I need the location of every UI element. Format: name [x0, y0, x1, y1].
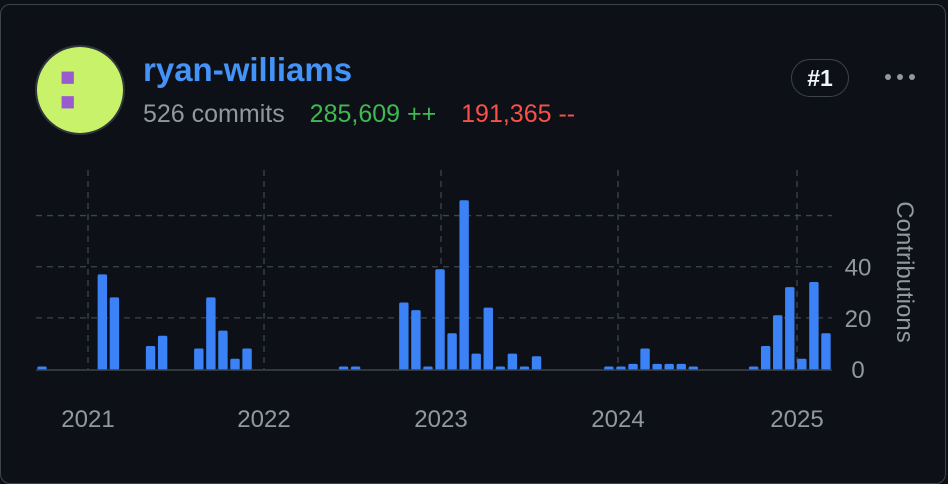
chart-bar	[157, 335, 168, 370]
rank-badge: #1	[791, 59, 849, 97]
chart-bar	[218, 330, 228, 370]
chart-bar	[37, 366, 47, 370]
x-tick-label: 2022	[237, 406, 290, 433]
x-tick-label: 2021	[61, 406, 114, 433]
chart-bar	[242, 348, 252, 370]
chart-bar	[194, 348, 204, 370]
chart-bar	[435, 269, 445, 370]
chart-bar	[483, 307, 493, 370]
y-axis-label: Contributions	[891, 201, 918, 342]
chart-bar	[519, 366, 530, 370]
chart-bar	[760, 345, 771, 370]
chart-bar	[459, 200, 469, 370]
x-tick-label: 2023	[414, 406, 467, 433]
chart-bar	[399, 302, 409, 370]
chart-bar	[423, 366, 433, 370]
stats-line: 526 commits 285,609 ++ 191,365 --	[143, 100, 575, 129]
chart-bar	[785, 287, 795, 370]
chart-bar	[230, 358, 240, 370]
chart-bar	[495, 366, 506, 370]
contributor-card: ryan-williams 526 commits 285,609 ++ 191…	[0, 4, 946, 484]
chart-bar	[821, 333, 831, 370]
contributions-chart: 0 20 40 Contributions 2021 2022 2023 2024 2025	[36, 170, 918, 433]
chart-bar	[507, 353, 518, 370]
chart-bar	[748, 366, 759, 370]
chart-bar	[145, 345, 156, 370]
chart-bar	[664, 363, 674, 370]
chart-bar	[411, 310, 421, 370]
x-tick-label: 2024	[591, 406, 644, 433]
chart-bar	[531, 356, 542, 370]
deletions-count: 191,365 --	[461, 100, 576, 128]
chart-bar	[109, 297, 120, 370]
chart-bar	[350, 366, 361, 370]
chart-bar	[676, 363, 686, 370]
commit-count: 526 commits	[143, 100, 285, 128]
y-tick-label: 0	[851, 357, 864, 384]
avatar[interactable]	[35, 45, 125, 135]
y-tick-label: 20	[845, 306, 872, 333]
chart-bar	[338, 366, 349, 370]
chart-bar	[628, 363, 638, 370]
chart-bar	[447, 333, 457, 370]
additions-count: 285,609 ++	[309, 100, 437, 128]
chart-bar	[206, 297, 216, 370]
x-tick-label: 2025	[770, 406, 823, 433]
chart-bar	[471, 353, 481, 370]
chart-bar	[652, 363, 662, 370]
more-options-icon[interactable]	[877, 65, 923, 89]
chart-bar	[797, 358, 807, 370]
username-link[interactable]: ryan-williams	[143, 51, 353, 88]
chart-bar	[616, 366, 626, 370]
chart-bar	[640, 348, 650, 370]
chart-bar	[809, 282, 819, 370]
chart-bar	[97, 274, 108, 370]
chart-bar	[773, 315, 783, 370]
chart-bar	[688, 366, 699, 370]
y-tick-label: 40	[845, 255, 872, 282]
chart-bar	[604, 366, 614, 370]
avatar-image	[37, 47, 123, 133]
